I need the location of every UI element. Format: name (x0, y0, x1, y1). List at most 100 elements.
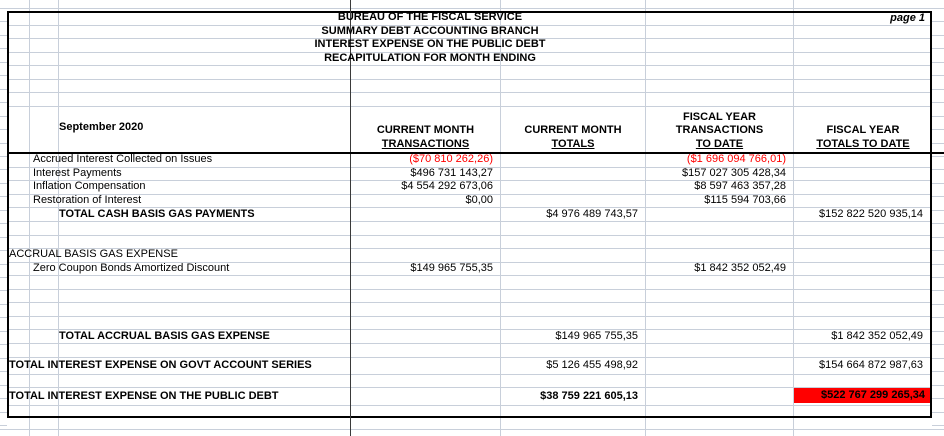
gridline (793, 418, 794, 436)
column-header-fiscal-year-totals-to-date[interactable]: FISCAL YEAR TOTALS TO DATE (794, 106, 932, 151)
gridline (0, 317, 7, 319)
gridline (0, 290, 7, 292)
gridline (932, 411, 944, 413)
column-header-line: TO DATE (695, 137, 744, 150)
column-header-line: TOTALS (551, 137, 595, 150)
gridline (932, 330, 944, 332)
gridline (0, 424, 7, 426)
period-label[interactable]: September 2020 (59, 121, 144, 133)
total-interest-expense-on-govt-account-series-label[interactable]: TOTAL INTEREST EXPENSE ON GOVT ACCOUNT S… (9, 358, 312, 371)
interest-payments-value-fy-trans[interactable]: $157 027 305 428,34 (682, 166, 786, 179)
column-header-fiscal-year-transactions-to-date[interactable]: FISCAL YEAR TRANSACTIONS TO DATE (646, 106, 793, 151)
accrued-interest-collected-on-issues-label[interactable]: Accrued Interest Collected on Issues (33, 153, 213, 165)
interest-payments-value-cm-trans[interactable]: $496 731 143,27 (410, 166, 493, 179)
gridline (0, 398, 7, 400)
gridline (9, 65, 930, 66)
gridline (9, 180, 930, 181)
zero-coupon-bonds-amortized-discount-label[interactable]: Zero Coupon Bonds Amortized Discount (33, 261, 230, 274)
gridline (932, 303, 944, 305)
total-cash-basis-gas-payments-value-cm-totals[interactable]: $4 976 489 743,57 (546, 208, 638, 220)
gridline (0, 21, 7, 23)
gridline (9, 356, 930, 358)
gridline (9, 221, 930, 222)
gridline (932, 88, 944, 90)
total-cash-basis-gas-payments-label[interactable]: TOTAL CASH BASIS GAS PAYMENTS (59, 208, 255, 220)
gridline (932, 398, 944, 400)
column-header-current-month-totals[interactable]: CURRENT MONTH TOTALS (501, 106, 645, 151)
header-bottom-border (7, 152, 944, 154)
gridline (0, 411, 7, 413)
column-header-line: TRANSACTIONS (381, 137, 470, 150)
gridline (58, 0, 59, 11)
inflation-compensation-value-fy-trans[interactable]: $8 597 463 357,28 (694, 180, 786, 192)
gridline (645, 0, 646, 11)
total-interest-expense-on-govt-account-series-value-cm-totals[interactable]: $5 126 455 498,92 (546, 358, 638, 371)
gridline (0, 88, 7, 90)
gridline (9, 261, 930, 263)
gridline (9, 166, 930, 168)
gridline (58, 13, 59, 416)
gridline (9, 302, 930, 303)
gridline (932, 317, 944, 319)
gridline (932, 155, 944, 157)
gridline (932, 290, 944, 292)
gridline (9, 329, 930, 330)
total-interest-expense-on-the-public-debt-value-fy-totals[interactable]: $522 767 299 265,34 (794, 388, 930, 403)
gridline (932, 102, 944, 104)
gridline (932, 115, 944, 117)
restoration-of-interest-value-fy-trans[interactable]: $115 594 703,66 (704, 193, 786, 206)
gridline (932, 8, 944, 9)
gridline (0, 371, 7, 373)
column-header-line: CURRENT MONTH (376, 124, 475, 137)
gridline (932, 129, 944, 131)
total-accrual-basis-gas-expense-value-fy-totals[interactable]: $1 842 352 052,49 (831, 330, 923, 342)
total-interest-expense-on-govt-account-series-value-fy-totals[interactable]: $154 664 872 987,63 (819, 358, 923, 371)
interest-payments-label[interactable]: Interest Payments (33, 166, 122, 179)
total-accrual-basis-gas-expense-value-cm-totals[interactable]: $149 965 755,35 (555, 330, 638, 342)
gridline (793, 0, 794, 11)
report-title-line-2[interactable]: SUMMARY DEBT ACCOUNTING BRANCH (321, 24, 539, 37)
gridline (932, 21, 944, 23)
accrued-interest-collected-on-issues-value-cm-trans[interactable]: ($70 810 262,26) (409, 153, 493, 165)
gridline (9, 92, 930, 93)
gridline (932, 263, 944, 265)
gridline (9, 38, 930, 39)
gridline (0, 115, 7, 117)
gridline (793, 13, 794, 416)
gridline (932, 223, 944, 225)
zero-coupon-bonds-amortized-discount-value-cm-trans[interactable]: $149 965 755,35 (410, 261, 493, 274)
report-title-line-1[interactable]: BUREAU OF THE FISCAL SERVICE (337, 11, 523, 23)
column-header-line: TOTALS TO DATE (816, 137, 910, 150)
total-interest-expense-on-the-public-debt-label[interactable]: TOTAL INTEREST EXPENSE ON THE PUBLIC DEB… (9, 390, 279, 402)
gridline (9, 51, 930, 53)
gridline (0, 48, 7, 50)
gridline (932, 34, 944, 36)
total-interest-expense-on-the-public-debt-value-cm-totals[interactable]: $38 759 221 605,13 (540, 390, 638, 402)
restoration-of-interest-label[interactable]: Restoration of Interest (33, 193, 142, 206)
gridline (0, 8, 944, 9)
total-cash-basis-gas-payments-value-fy-totals[interactable]: $152 822 520 935,14 (819, 208, 923, 220)
gridline (0, 8, 7, 9)
gridline (0, 357, 7, 359)
gridline (9, 343, 930, 344)
gridline (932, 424, 944, 426)
report-title-line-3[interactable]: INTEREST EXPENSE ON THE PUBLIC DEBT (314, 38, 546, 50)
gridline (932, 196, 944, 198)
gridline (9, 374, 930, 375)
accrued-interest-collected-on-issues-value-fy-trans[interactable]: ($1 696 094 766,01) (686, 153, 786, 165)
gridline (9, 315, 930, 317)
zero-coupon-bonds-amortized-discount-value-fy-trans[interactable]: $1 842 352 052,49 (694, 261, 786, 274)
gridline (0, 129, 7, 131)
report-title-line-4[interactable]: RECAPITULATION FOR MONTH ENDING (324, 51, 536, 64)
inflation-compensation-label[interactable]: Inflation Compensation (33, 180, 146, 192)
table-border (7, 11, 932, 418)
gridline (0, 263, 7, 265)
accrual-basis-gas-expense-heading-label[interactable]: ACCRUAL BASIS GAS EXPENSE (9, 248, 178, 260)
column-header-current-month-transactions[interactable]: CURRENT MONTH TRANSACTIONS (351, 106, 500, 151)
total-accrual-basis-gas-expense-label[interactable]: TOTAL ACCRUAL BASIS GAS EXPENSE (59, 330, 270, 342)
inflation-compensation-value-cm-trans[interactable]: $4 554 292 673,06 (401, 180, 493, 192)
restoration-of-interest-value-cm-trans[interactable]: $0,00 (465, 193, 493, 206)
page-number-label[interactable]: page 1 (890, 12, 925, 24)
gridline (9, 405, 930, 406)
